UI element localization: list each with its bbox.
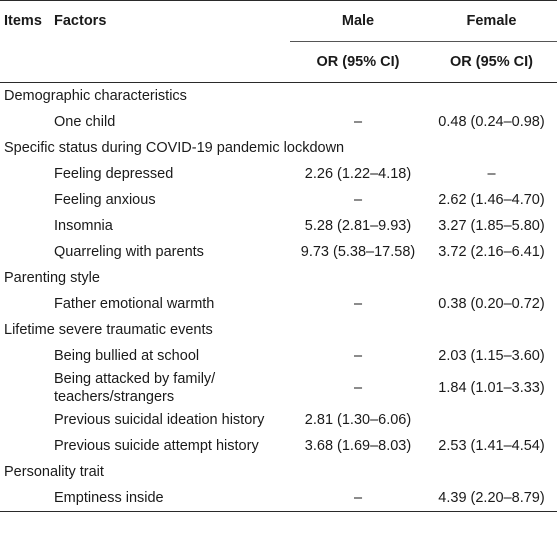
- male-or-value: –: [353, 296, 363, 312]
- factor-row: Being attacked by family/teachers/strang…: [0, 369, 557, 407]
- category-row: Personality trait: [0, 459, 557, 485]
- factor-row: Quarreling with parents 9.73 (5.38–17.58)…: [0, 239, 557, 265]
- category-label: Lifetime severe traumatic events: [4, 322, 213, 338]
- factor-label: Insomnia: [54, 218, 113, 234]
- factor-label: One child: [54, 114, 116, 130]
- factor-row: Previous suicide attempt history 3.68 (1.…: [0, 433, 557, 459]
- female-or-value: [426, 407, 557, 433]
- table-body: Demographic characteristics One child – 0.4…: [0, 83, 557, 512]
- female-or-value: 3.27 (1.85–5.80): [438, 218, 545, 234]
- items-column-header: Items: [4, 13, 42, 30]
- category-label: Parenting style: [4, 270, 100, 286]
- female-or-value: 2.53 (1.41–4.54): [438, 438, 545, 454]
- male-or-value: 5.28 (2.81–9.93): [304, 218, 412, 234]
- female-or-value: 2.03 (1.15–3.60): [438, 348, 545, 364]
- male-or-value: –: [290, 485, 426, 512]
- female-or-value: –: [487, 166, 496, 182]
- category-row: Specific status during COVID-19 pandemic…: [0, 135, 557, 161]
- male-or-value: 2.26 (1.22–4.18): [304, 166, 412, 182]
- factor-row: Feeling anxious – 2.62 (1.46–4.70): [0, 187, 557, 213]
- male-or-value: 9.73 (5.38–17.58): [300, 244, 416, 260]
- male-or-value: –: [353, 114, 363, 130]
- factor-label: Quarreling with parents: [54, 244, 204, 260]
- factor-label: Feeling depressed: [54, 166, 174, 182]
- male-or-value: –: [353, 348, 363, 364]
- factor-row: One child – 0.48 (0.24–0.98): [0, 109, 557, 135]
- factor-label: Father emotional warmth: [54, 296, 215, 312]
- factor-row: Insomnia 5.28 (2.81–9.93) 3.27 (1.85–5.80): [0, 213, 557, 239]
- female-or-value: 1.84 (1.01–3.33): [438, 380, 545, 396]
- male-or-value: 3.68 (1.69–8.03): [304, 438, 412, 454]
- factor-row: Being bullied at school – 2.03 (1.15–3.60): [0, 343, 557, 369]
- female-or-value: 4.39 (2.20–8.79): [426, 485, 557, 512]
- female-or-value: 3.72 (2.16–6.41): [438, 244, 545, 260]
- male-or-value: –: [353, 380, 363, 396]
- factor-label: Emptiness inside: [0, 485, 290, 512]
- category-label: Demographic characteristics: [4, 88, 187, 104]
- factor-label: Previous suicidal ideation history: [54, 412, 265, 428]
- female-or-value: 0.38 (0.20–0.72): [438, 296, 545, 312]
- female-or-ci-header: OR (95% CI): [450, 54, 533, 70]
- table-header: Items Factors Male Female OR (95% CI) OR…: [0, 0, 557, 83]
- female-or-value: 2.62 (1.46–4.70): [438, 192, 545, 208]
- female-or-value: 0.48 (0.24–0.98): [438, 114, 545, 130]
- factor-label: Being bullied at school: [54, 348, 200, 364]
- male-or-value: –: [353, 192, 363, 208]
- category-label: Personality trait: [4, 464, 104, 480]
- odds-ratio-table: Items Factors Male Female OR (95% CI) OR…: [0, 0, 557, 512]
- category-row: Parenting style: [0, 265, 557, 291]
- category-row: Lifetime severe traumatic events: [0, 317, 557, 343]
- factor-row: Previous suicidal ideation history 2.81 (…: [0, 407, 557, 433]
- male-or-ci-header: OR (95% CI): [316, 54, 400, 70]
- factor-row: Father emotional warmth – 0.38 (0.20–0.72): [0, 291, 557, 317]
- category-label: Specific status during COVID-19 pandemic…: [4, 140, 345, 156]
- factor-label: Being attacked by family/teachers/strang…: [54, 371, 216, 405]
- factor-row: Emptiness inside –4.39 (2.20–8.79): [0, 485, 557, 512]
- factor-label: Previous suicide attempt history: [54, 438, 259, 454]
- male-or-value: 2.81 (1.30–6.06): [304, 412, 412, 428]
- factor-label: Feeling anxious: [54, 192, 156, 208]
- male-column-header: Male: [290, 0, 426, 42]
- factors-column-header: Factors: [54, 13, 107, 30]
- female-column-header: Female: [426, 0, 557, 42]
- factor-row: Feeling depressed 2.26 (1.22–4.18) –: [0, 161, 557, 187]
- category-row: Demographic characteristics: [0, 83, 557, 110]
